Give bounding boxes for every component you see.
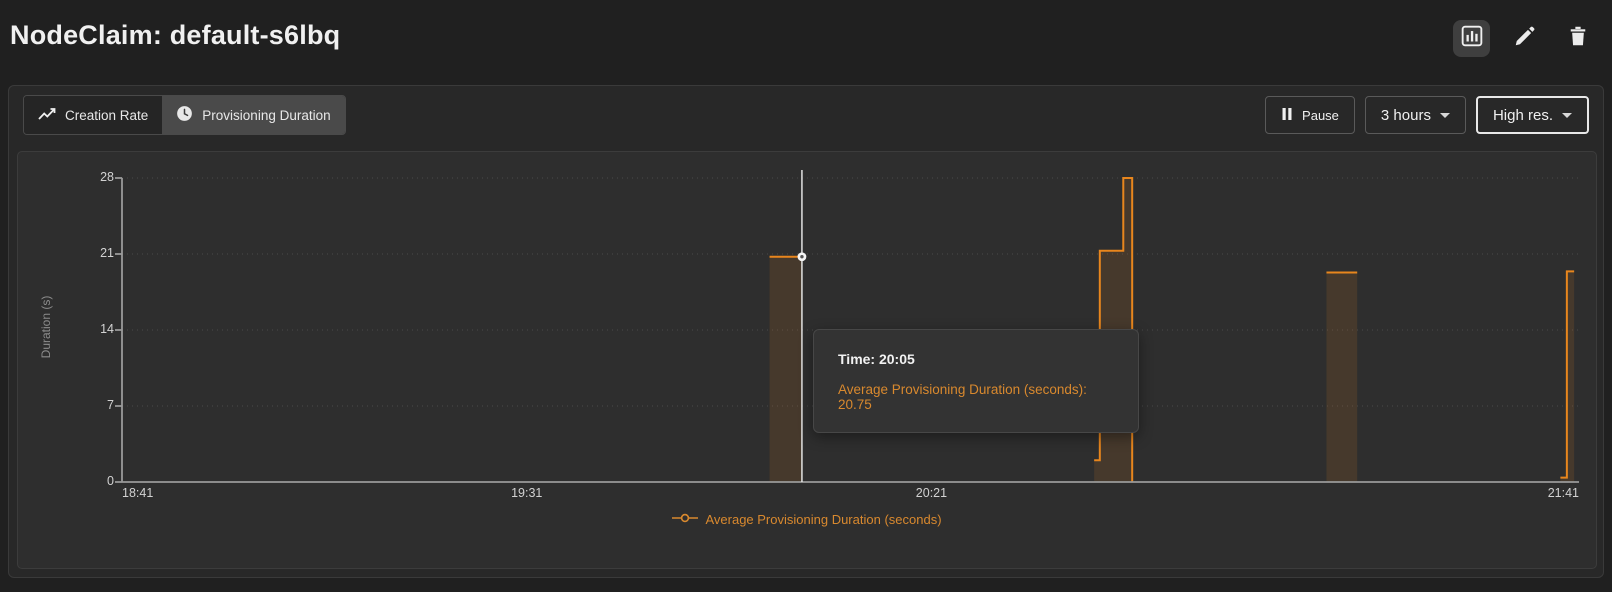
tooltip-value: Average Provisioning Duration (seconds):… xyxy=(838,382,1087,412)
y-tick-label: 21 xyxy=(100,246,114,260)
page-title: NodeClaim: default-s6lbq xyxy=(10,20,341,50)
x-tick-label: 21:41 xyxy=(1547,486,1579,500)
clock-icon xyxy=(176,105,193,125)
y-axis-label: Duration (s) xyxy=(39,295,53,359)
chart-svg[interactable] xyxy=(18,152,1596,568)
chart-panel: Duration (s) 0 7 14 21 28 18:41 19:31 20:21 21:… xyxy=(17,151,1597,569)
trash-icon xyxy=(1567,25,1589,52)
x-tick-label: 18:41 xyxy=(122,486,154,500)
y-tick-label: 0 xyxy=(107,474,114,488)
tab-creation-rate[interactable]: Creation Rate xyxy=(24,96,163,134)
resolution-dropdown[interactable]: High res. xyxy=(1475,96,1589,134)
legend-item[interactable]: Average Provisioning Duration (seconds) xyxy=(18,512,1596,527)
tooltip-time: Time: 20:05 xyxy=(838,351,915,367)
header: NodeClaim: default-s6lbq xyxy=(0,0,1612,80)
edit-button[interactable] xyxy=(1506,20,1543,57)
y-tick-label: 28 xyxy=(100,170,114,184)
tab-label: Creation Rate xyxy=(65,107,149,123)
tooltip: Time: 20:05 Average Provisioning Duratio… xyxy=(813,329,1139,433)
time-range-label: 3 hours xyxy=(1380,106,1431,124)
bar-chart-icon xyxy=(1461,25,1483,52)
delete-button[interactable] xyxy=(1559,20,1596,57)
header-actions xyxy=(1453,20,1596,57)
trend-line-icon xyxy=(38,107,56,124)
y-tick-label: 7 xyxy=(107,398,114,412)
resolution-label: High res. xyxy=(1492,106,1553,124)
chevron-down-icon xyxy=(1439,113,1450,118)
y-tick-label: 14 xyxy=(100,322,114,336)
pause-label: Pause xyxy=(1302,107,1339,123)
chevron-down-icon xyxy=(1562,113,1572,118)
tab-group: Creation Rate Provisioning Duration xyxy=(23,95,346,135)
toolbar: Creation Rate Provisioning Duration xyxy=(23,95,1589,135)
time-range-dropdown[interactable]: 3 hours xyxy=(1364,96,1466,134)
tab-label: Provisioning Duration xyxy=(202,107,331,123)
pencil-icon xyxy=(1514,25,1536,52)
pause-button[interactable]: Pause xyxy=(1265,96,1355,134)
panel: Creation Rate Provisioning Duration xyxy=(8,85,1604,578)
tab-provisioning-duration[interactable]: Provisioning Duration xyxy=(162,96,345,134)
toolbar-right: Pause 3 hours High res. xyxy=(1265,96,1589,134)
chart-view-button[interactable] xyxy=(1453,20,1490,57)
x-tick-label: 19:31 xyxy=(511,486,543,500)
legend-marker-icon xyxy=(672,512,699,527)
x-tick-label: 20:21 xyxy=(915,486,948,500)
pause-icon xyxy=(1281,107,1293,124)
legend-label: Average Provisioning Duration (seconds) xyxy=(705,512,942,527)
